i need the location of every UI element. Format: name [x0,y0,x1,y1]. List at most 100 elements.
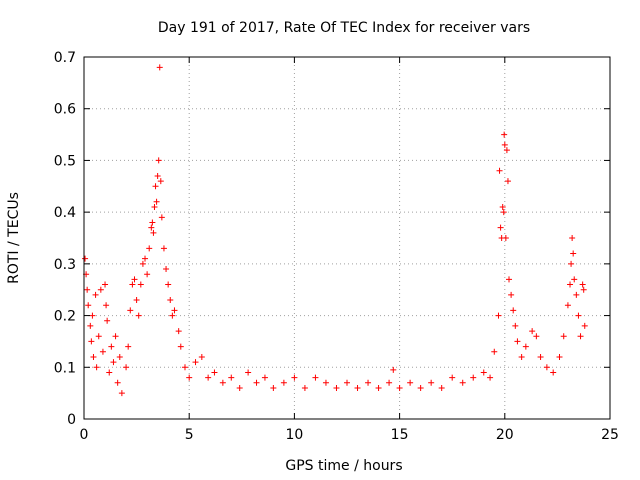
data-point [116,353,123,360]
data-point [508,291,515,298]
data-point [577,333,584,340]
data-point [417,384,424,391]
data-point [253,379,260,386]
data-point [148,224,155,231]
data-point [104,317,111,324]
data-point [571,276,578,283]
axis-ticks [83,56,611,420]
data-points [82,64,588,397]
data-point [560,333,567,340]
data-point [496,167,503,174]
data-point [396,384,403,391]
data-point [500,209,507,216]
data-point [564,302,571,309]
data-point [550,369,557,376]
data-point [543,364,550,371]
data-point [139,260,146,267]
data-point [386,379,393,386]
data-point [177,343,184,350]
data-point [163,266,170,273]
data-point [579,281,586,288]
data-point [186,374,193,381]
data-point [449,374,456,381]
data-point [567,281,574,288]
plot-area-border [83,56,611,420]
data-point [84,286,91,293]
data-point [165,281,172,288]
data-point [181,364,188,371]
data-point [156,64,163,71]
data-point [537,353,544,360]
data-point [501,141,508,148]
data-point [171,307,178,314]
y-tick-label: 0.6 [54,102,76,118]
data-point [428,379,435,386]
data-point [228,374,235,381]
data-point [149,219,156,226]
data-point [108,343,115,350]
y-axis-label: ROTI / TECUs [6,192,22,284]
data-point [261,374,268,381]
x-tick-label: 0 [80,427,89,443]
data-point [114,379,121,386]
data-point [581,322,588,329]
data-point [522,343,529,350]
data-point [499,203,506,210]
data-point [93,364,100,371]
data-point [129,281,136,288]
y-tick-label: 0.5 [54,153,76,169]
data-point [219,379,226,386]
data-point [354,384,361,391]
data-point [87,322,94,329]
data-point [375,384,382,391]
axis-tick-labels: 0 5 10 15 20 25 0 0.1 0.2 0.3 0.4 0.5 0.6 0.7 [54,50,619,443]
data-point [102,281,109,288]
data-point [510,307,517,314]
data-point [506,276,513,283]
data-point [118,390,125,397]
data-point [570,250,577,257]
data-point [123,364,130,371]
data-point [533,333,540,340]
data-point [157,178,164,185]
data-point [135,312,142,319]
data-point [106,369,113,376]
data-point [518,353,525,360]
data-point [556,353,563,360]
data-point [470,374,477,381]
data-point [236,384,243,391]
data-point [198,353,205,360]
data-point [245,369,252,376]
y-tick-label: 0.3 [54,257,76,273]
data-point [85,302,92,309]
data-point [575,312,582,319]
data-point [154,172,161,179]
data-point [301,384,308,391]
data-point [491,348,498,355]
data-point [92,291,99,298]
data-point [192,359,199,366]
y-tick-label: 0.7 [54,50,76,66]
data-point [333,384,340,391]
data-point [125,343,132,350]
data-point [112,333,119,340]
data-point [151,203,158,210]
data-point [280,379,287,386]
data-point [146,245,153,252]
x-axis-label: GPS time / hours [285,458,402,474]
data-point [142,255,149,262]
data-point [407,379,414,386]
data-point [153,198,160,205]
data-point [110,359,117,366]
y-tick-label: 0.1 [54,360,76,376]
data-point [502,235,509,241]
data-point [322,379,329,386]
data-point [580,286,587,293]
data-point [152,183,159,190]
data-point [480,369,487,376]
data-point [131,276,138,283]
x-tick-label: 25 [601,427,619,443]
data-point [127,307,134,314]
x-tick-label: 20 [496,427,514,443]
